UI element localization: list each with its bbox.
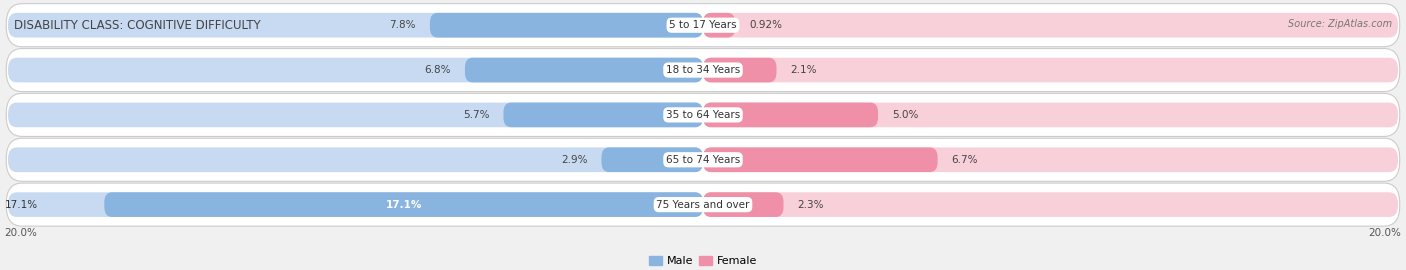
Text: 17.1%: 17.1% [385,200,422,210]
FancyBboxPatch shape [104,192,703,217]
Text: 20.0%: 20.0% [1368,228,1402,238]
FancyBboxPatch shape [503,103,703,127]
Text: 6.7%: 6.7% [952,155,979,165]
FancyBboxPatch shape [8,103,703,127]
Text: 2.3%: 2.3% [797,200,824,210]
FancyBboxPatch shape [703,103,1398,127]
Text: 2.9%: 2.9% [561,155,588,165]
FancyBboxPatch shape [8,147,703,172]
Text: 7.8%: 7.8% [389,20,416,30]
Text: 0.92%: 0.92% [749,20,782,30]
Text: 35 to 64 Years: 35 to 64 Years [666,110,740,120]
Text: 5 to 17 Years: 5 to 17 Years [669,20,737,30]
Text: Source: ZipAtlas.com: Source: ZipAtlas.com [1288,19,1392,29]
FancyBboxPatch shape [703,147,1398,172]
FancyBboxPatch shape [6,183,1400,226]
FancyBboxPatch shape [430,13,703,38]
FancyBboxPatch shape [465,58,703,82]
FancyBboxPatch shape [703,192,783,217]
Text: 65 to 74 Years: 65 to 74 Years [666,155,740,165]
FancyBboxPatch shape [703,103,879,127]
FancyBboxPatch shape [602,147,703,172]
FancyBboxPatch shape [8,192,703,217]
Text: DISABILITY CLASS: COGNITIVE DIFFICULTY: DISABILITY CLASS: COGNITIVE DIFFICULTY [14,19,260,32]
FancyBboxPatch shape [6,49,1400,92]
Text: 20.0%: 20.0% [4,228,38,238]
FancyBboxPatch shape [703,147,938,172]
Text: 2.1%: 2.1% [790,65,817,75]
FancyBboxPatch shape [8,13,703,38]
FancyBboxPatch shape [703,58,1398,82]
FancyBboxPatch shape [6,4,1400,47]
FancyBboxPatch shape [703,58,776,82]
Legend: Male, Female: Male, Female [644,251,762,270]
Text: 17.1%: 17.1% [4,200,38,210]
FancyBboxPatch shape [6,93,1400,136]
FancyBboxPatch shape [6,138,1400,181]
FancyBboxPatch shape [703,192,1398,217]
Text: 18 to 34 Years: 18 to 34 Years [666,65,740,75]
Text: 5.0%: 5.0% [891,110,918,120]
FancyBboxPatch shape [8,58,703,82]
FancyBboxPatch shape [703,13,735,38]
Text: 75 Years and over: 75 Years and over [657,200,749,210]
Text: 6.8%: 6.8% [425,65,451,75]
Text: 5.7%: 5.7% [463,110,489,120]
FancyBboxPatch shape [703,13,1398,38]
